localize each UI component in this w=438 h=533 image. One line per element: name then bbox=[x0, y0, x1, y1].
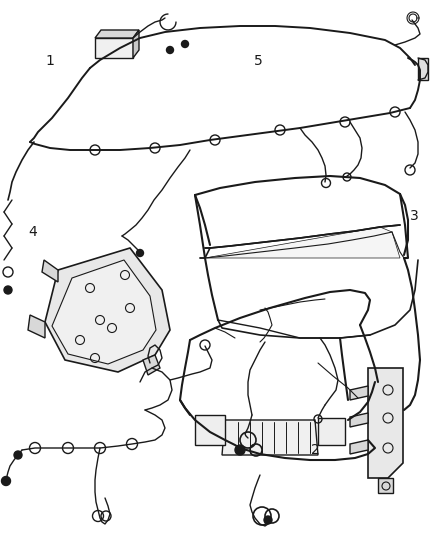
Text: 5: 5 bbox=[254, 54, 263, 68]
Polygon shape bbox=[95, 38, 133, 58]
Polygon shape bbox=[28, 315, 45, 338]
Polygon shape bbox=[222, 420, 318, 455]
Circle shape bbox=[235, 445, 245, 455]
Polygon shape bbox=[318, 418, 345, 445]
Circle shape bbox=[137, 249, 144, 256]
Text: 4: 4 bbox=[28, 225, 37, 239]
Polygon shape bbox=[143, 355, 160, 375]
Polygon shape bbox=[42, 260, 58, 282]
Circle shape bbox=[1, 477, 11, 486]
Text: 1: 1 bbox=[46, 54, 55, 68]
Text: 2: 2 bbox=[311, 443, 320, 457]
Polygon shape bbox=[195, 415, 225, 445]
Polygon shape bbox=[350, 440, 368, 454]
Text: 3: 3 bbox=[410, 209, 418, 223]
Polygon shape bbox=[418, 58, 428, 80]
Circle shape bbox=[181, 41, 188, 47]
Polygon shape bbox=[205, 227, 400, 258]
Polygon shape bbox=[350, 413, 368, 427]
Polygon shape bbox=[378, 478, 393, 493]
Polygon shape bbox=[52, 260, 156, 364]
Polygon shape bbox=[95, 30, 139, 38]
Polygon shape bbox=[45, 248, 170, 372]
Polygon shape bbox=[368, 368, 403, 478]
Circle shape bbox=[4, 286, 12, 294]
Polygon shape bbox=[133, 30, 139, 58]
Circle shape bbox=[166, 46, 173, 53]
Circle shape bbox=[14, 451, 22, 459]
Polygon shape bbox=[350, 386, 368, 400]
Circle shape bbox=[264, 516, 272, 524]
